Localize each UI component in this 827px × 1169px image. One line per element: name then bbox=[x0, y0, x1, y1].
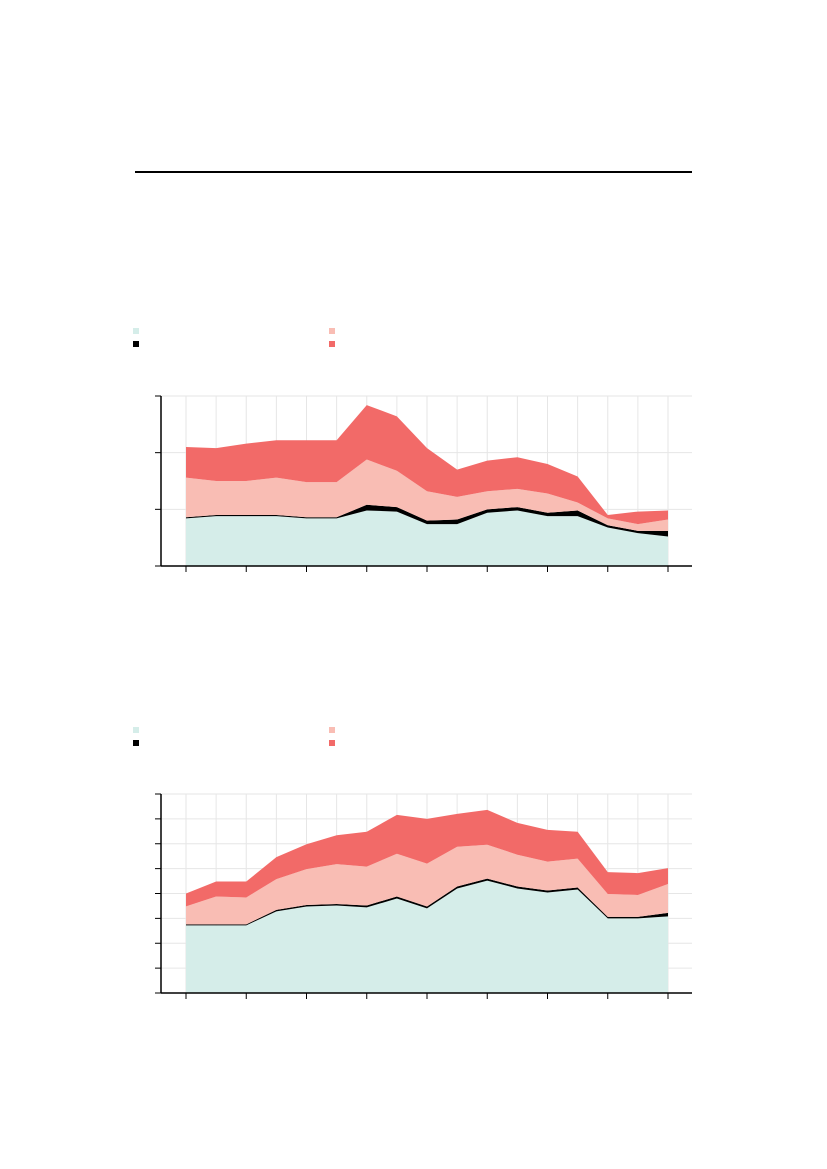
legend-swatch bbox=[133, 341, 139, 347]
legend-swatch bbox=[329, 740, 335, 746]
area-series-4 bbox=[186, 809, 668, 907]
area-series-3 bbox=[186, 459, 668, 531]
legend-chart-1 bbox=[133, 328, 553, 350]
legend-swatch bbox=[329, 328, 335, 334]
area-series-2 bbox=[186, 504, 668, 537]
legend-swatch bbox=[133, 328, 139, 334]
area-series-4 bbox=[186, 405, 668, 525]
legend-swatch bbox=[329, 727, 335, 733]
area-chart-2 bbox=[155, 793, 692, 999]
area-series-3 bbox=[186, 844, 668, 925]
top-rule bbox=[135, 171, 692, 173]
legend-swatch bbox=[329, 341, 335, 347]
area-series-1 bbox=[186, 510, 668, 566]
area-series-1 bbox=[186, 880, 668, 993]
area-chart-1 bbox=[155, 395, 692, 572]
legend-swatch bbox=[133, 740, 139, 746]
legend-chart-2 bbox=[133, 727, 553, 749]
legend-swatch bbox=[133, 727, 139, 733]
